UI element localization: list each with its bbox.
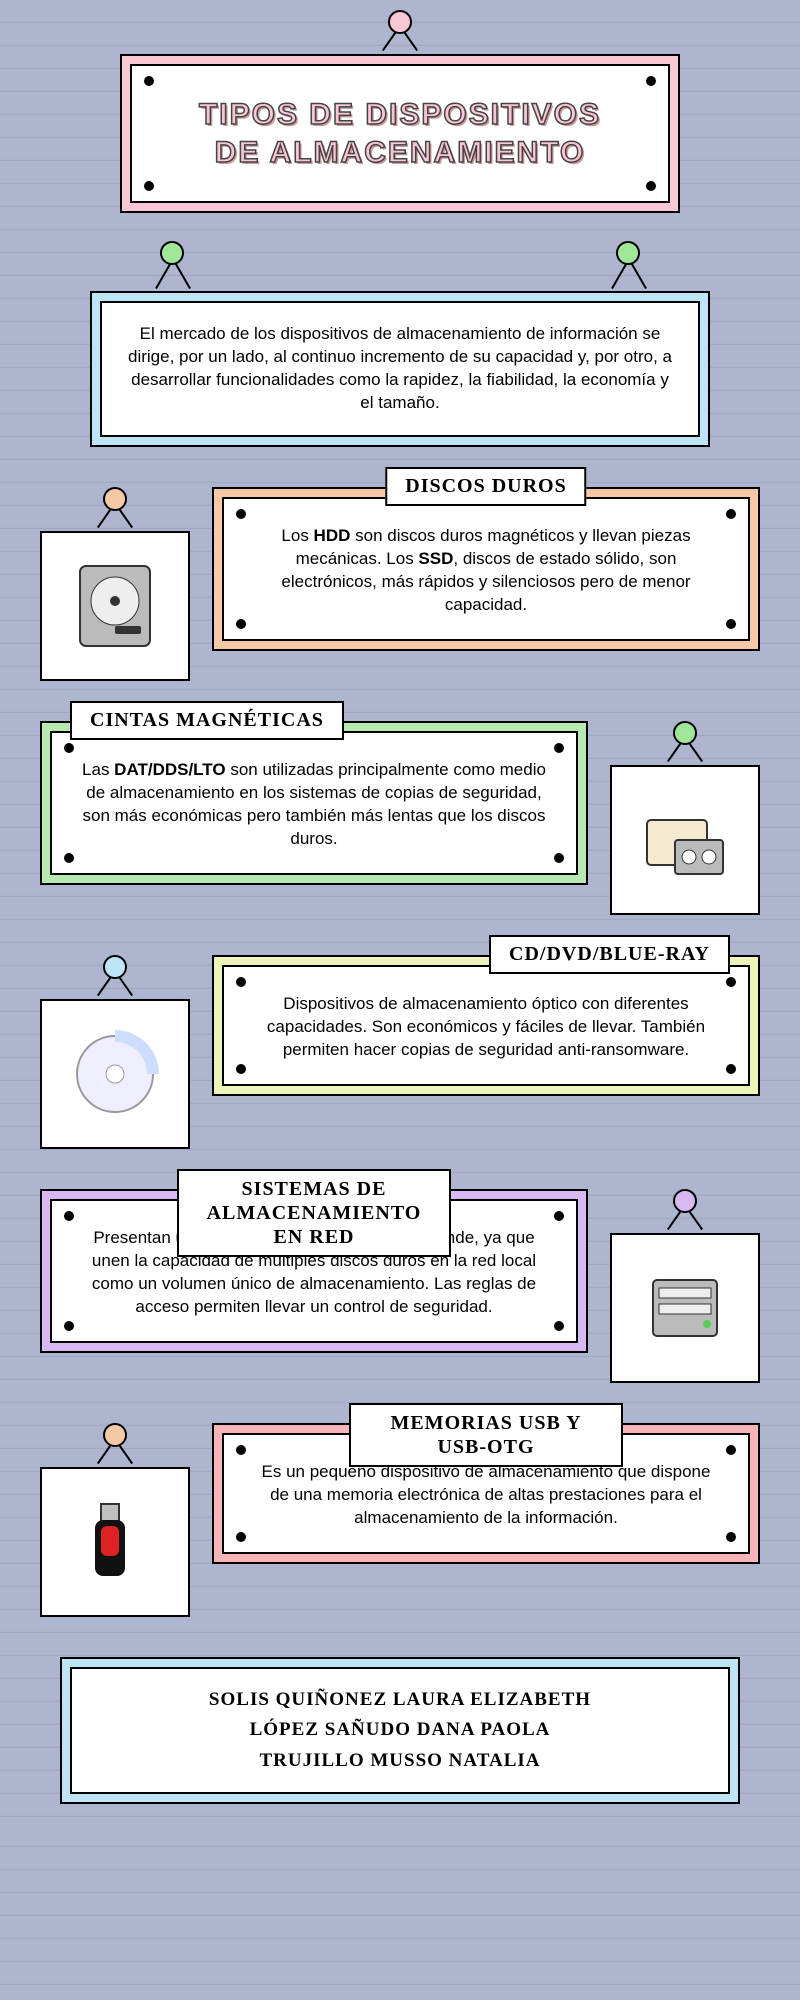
card-column: DISCOS DUROS Los HDD son discos duros ma… <box>212 487 760 651</box>
tape-icon <box>610 765 760 915</box>
pin-icon <box>673 1189 697 1213</box>
section-label: CINTAS MAGNÉTICAS <box>70 701 344 740</box>
card-column: CD/DVD/BLUE-RAY Dispositivos de almacena… <box>212 955 760 1096</box>
card-column: SISTEMAS DE ALMACENAMIENTO EN RED Presen… <box>40 1189 588 1353</box>
card-frame: Las DAT/DDS/LTO son utilizadas principal… <box>40 721 588 885</box>
author-name: LÓPEZ SAÑUDO DANA PAOLA <box>92 1715 708 1745</box>
nas-icon <box>610 1233 760 1383</box>
authors-list: SOLIS QUIÑONEZ LAURA ELIZABETHLÓPEZ SAÑU… <box>70 1667 730 1794</box>
section-nas: SISTEMAS DE ALMACENAMIENTO EN RED Presen… <box>40 1189 760 1383</box>
section-usb: MEMORIAS USB Y USB-OTG Es un pequeño dis… <box>40 1423 760 1617</box>
image-hanger <box>40 1423 190 1467</box>
section-body: Las DAT/DDS/LTO son utilizadas principal… <box>50 731 578 875</box>
pin-icon <box>388 10 412 34</box>
section-body: Los HDD son discos duros magnéticos y ll… <box>222 497 750 641</box>
sections-container: DISCOS DUROS Los HDD son discos duros ma… <box>0 487 800 1617</box>
section-tape: CINTAS MAGNÉTICAS Las DAT/DDS/LTO son ut… <box>40 721 760 915</box>
pin-icon <box>160 241 184 265</box>
image-hanger <box>40 487 190 531</box>
title-hanger <box>120 10 680 54</box>
image-column <box>40 1423 190 1617</box>
section-hdd: DISCOS DUROS Los HDD son discos duros ma… <box>40 487 760 681</box>
image-column <box>40 487 190 681</box>
image-column <box>610 721 760 915</box>
image-hanger <box>610 721 760 765</box>
section-label: MEMORIAS USB Y USB-OTG <box>349 1403 623 1467</box>
pin-icon <box>103 487 127 511</box>
intro-text: El mercado de los dispositivos de almace… <box>100 301 700 437</box>
authors-frame: SOLIS QUIÑONEZ LAURA ELIZABETHLÓPEZ SAÑU… <box>60 1657 740 1804</box>
title-frame: TIPOS DE DISPOSITIVOS DE ALMACENAMIENTO <box>120 54 680 213</box>
card-frame: Los HDD son discos duros magnéticos y ll… <box>212 487 760 651</box>
section-body: Dispositivos de almacenamiento óptico co… <box>222 965 750 1086</box>
hdd-icon <box>40 531 190 681</box>
title-line-2: DE ALMACENAMIENTO <box>160 134 640 172</box>
intro-frame: El mercado de los dispositivos de almace… <box>90 291 710 447</box>
section-optical: CD/DVD/BLUE-RAY Dispositivos de almacena… <box>40 955 760 1149</box>
pin-icon <box>103 955 127 979</box>
pin-icon <box>616 241 640 265</box>
title-block: TIPOS DE DISPOSITIVOS DE ALMACENAMIENTO <box>120 10 680 213</box>
intro-hanger <box>90 241 710 291</box>
card-frame: Dispositivos de almacenamiento óptico co… <box>212 955 760 1096</box>
card-column: CINTAS MAGNÉTICAS Las DAT/DDS/LTO son ut… <box>40 721 588 885</box>
pin-icon <box>673 721 697 745</box>
intro-block: El mercado de los dispositivos de almace… <box>90 241 710 447</box>
title-line-1: TIPOS DE DISPOSITIVOS <box>160 96 640 134</box>
author-name: SOLIS QUIÑONEZ LAURA ELIZABETH <box>92 1685 708 1715</box>
pin-icon <box>103 1423 127 1447</box>
section-label: CD/DVD/BLUE-RAY <box>489 935 730 974</box>
image-hanger <box>40 955 190 999</box>
author-name: TRUJILLO MUSSO NATALIA <box>92 1746 708 1776</box>
image-column <box>610 1189 760 1383</box>
image-hanger <box>610 1189 760 1233</box>
disc-icon <box>40 999 190 1149</box>
section-label: DISCOS DUROS <box>385 467 586 506</box>
section-label: SISTEMAS DE ALMACENAMIENTO EN RED <box>177 1169 451 1257</box>
card-column: MEMORIAS USB Y USB-OTG Es un pequeño dis… <box>212 1423 760 1564</box>
authors-block: SOLIS QUIÑONEZ LAURA ELIZABETHLÓPEZ SAÑU… <box>60 1657 740 1804</box>
image-column <box>40 955 190 1149</box>
title-inner: TIPOS DE DISPOSITIVOS DE ALMACENAMIENTO <box>130 64 670 203</box>
usb-icon <box>40 1467 190 1617</box>
